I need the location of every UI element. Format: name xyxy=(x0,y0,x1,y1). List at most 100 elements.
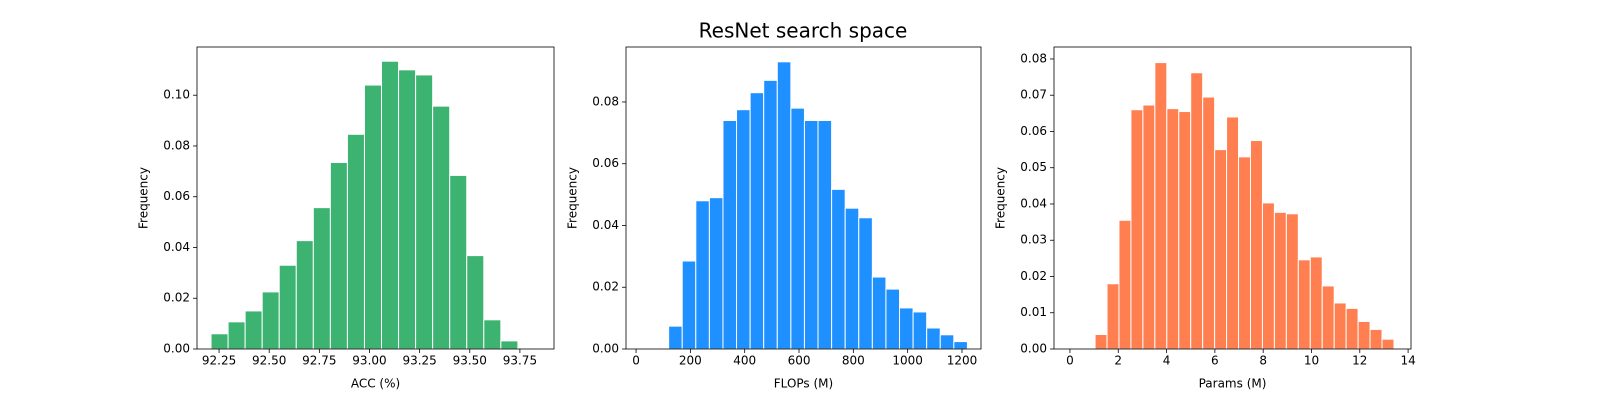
bar xyxy=(210,333,229,350)
x-tick-label: 6 xyxy=(1211,354,1219,368)
bar xyxy=(722,119,738,350)
y-tick-label: 0.00 xyxy=(163,342,190,356)
bar xyxy=(1094,333,1108,350)
bar xyxy=(329,161,348,350)
bar xyxy=(1357,320,1371,350)
x-tick-label: 1000 xyxy=(892,354,923,368)
bar xyxy=(432,105,451,350)
bar xyxy=(953,341,968,350)
bar xyxy=(1273,211,1287,350)
bar xyxy=(817,119,833,350)
bar xyxy=(449,174,468,350)
bar xyxy=(1226,116,1240,350)
bar xyxy=(244,310,263,350)
x-tick-label: 93.25 xyxy=(402,354,436,368)
x-tick-label: 93.50 xyxy=(453,354,487,368)
bar xyxy=(500,340,519,350)
x-tick-label: 1200 xyxy=(947,354,978,368)
bar xyxy=(1214,149,1228,350)
bar xyxy=(227,321,246,350)
x-tick-label: 93.00 xyxy=(352,354,386,368)
bar xyxy=(278,264,297,350)
bar xyxy=(871,276,887,350)
y-tick-label: 0.06 xyxy=(1020,124,1047,138)
x-axis-label: Params (M) xyxy=(1199,377,1267,391)
bar xyxy=(483,319,502,350)
bar xyxy=(668,325,683,350)
bar xyxy=(381,60,400,350)
bar xyxy=(1345,307,1359,350)
bar xyxy=(1178,111,1192,350)
bar xyxy=(885,288,901,350)
bar xyxy=(1285,213,1299,350)
bar xyxy=(1202,96,1216,350)
bar xyxy=(736,109,751,350)
bar xyxy=(1190,72,1204,350)
bar xyxy=(1381,338,1395,350)
bar xyxy=(926,327,941,350)
bar xyxy=(776,61,792,350)
bar xyxy=(398,69,417,350)
axes-frame xyxy=(196,46,555,350)
bar xyxy=(939,334,955,350)
bar xyxy=(1106,283,1120,350)
bar xyxy=(1142,104,1156,350)
x-axis-label: ACC (%) xyxy=(351,377,400,391)
bar xyxy=(1297,259,1311,350)
y-axis-label: Frequency xyxy=(994,167,1008,229)
bar xyxy=(831,188,846,350)
bar xyxy=(763,79,778,350)
y-tick-label: 0.07 xyxy=(1020,88,1047,102)
y-tick-label: 0.08 xyxy=(592,94,619,108)
bar xyxy=(1130,109,1144,350)
y-tick-label: 0.05 xyxy=(1020,160,1047,174)
y-tick-label: 0.08 xyxy=(1020,51,1047,65)
x-tick-label: 200 xyxy=(679,354,702,368)
bar xyxy=(415,74,434,350)
y-axis-label: Frequency xyxy=(137,167,151,229)
x-tick-label: 0 xyxy=(1066,354,1074,368)
y-tick-label: 0.01 xyxy=(1020,305,1047,319)
x-tick-label: 0 xyxy=(632,354,640,368)
x-tick-label: 12 xyxy=(1352,354,1367,368)
bar xyxy=(858,217,873,350)
x-tick-label: 93.75 xyxy=(503,354,537,368)
y-tick-label: 0.02 xyxy=(592,280,619,294)
bar xyxy=(1154,62,1168,350)
bar xyxy=(261,291,280,350)
bar xyxy=(1309,256,1323,350)
x-tick-label: 10 xyxy=(1304,354,1319,368)
bar xyxy=(346,133,365,350)
y-tick-label: 0.10 xyxy=(163,88,190,102)
bar xyxy=(695,200,710,350)
x-tick-label: 92.25 xyxy=(202,354,236,368)
bar xyxy=(1238,156,1251,350)
bar xyxy=(912,311,928,350)
y-tick-label: 0.06 xyxy=(163,189,190,203)
x-tick-label: 800 xyxy=(842,354,865,368)
x-tick-label: 2 xyxy=(1114,354,1122,368)
x-tick-label: 8 xyxy=(1259,354,1267,368)
y-tick-label: 0.04 xyxy=(592,218,619,232)
bar xyxy=(1249,140,1263,350)
x-tick-label: 400 xyxy=(733,354,756,368)
bar xyxy=(708,197,724,350)
y-tick-label: 0.00 xyxy=(1020,342,1047,356)
bar xyxy=(1166,108,1180,350)
bar xyxy=(1118,219,1132,350)
bar xyxy=(1369,328,1383,350)
bar xyxy=(749,92,765,350)
bar xyxy=(790,107,805,350)
bar xyxy=(312,207,331,350)
bar xyxy=(681,260,697,350)
y-tick-label: 0.04 xyxy=(163,240,190,254)
x-tick-label: 600 xyxy=(788,354,811,368)
x-tick-label: 92.50 xyxy=(252,354,286,368)
y-tick-label: 0.04 xyxy=(1020,196,1047,210)
bar xyxy=(466,255,485,350)
y-tick-label: 0.02 xyxy=(163,291,190,305)
bar xyxy=(844,207,860,350)
x-tick-label: 14 xyxy=(1400,354,1415,368)
bar xyxy=(803,119,819,350)
